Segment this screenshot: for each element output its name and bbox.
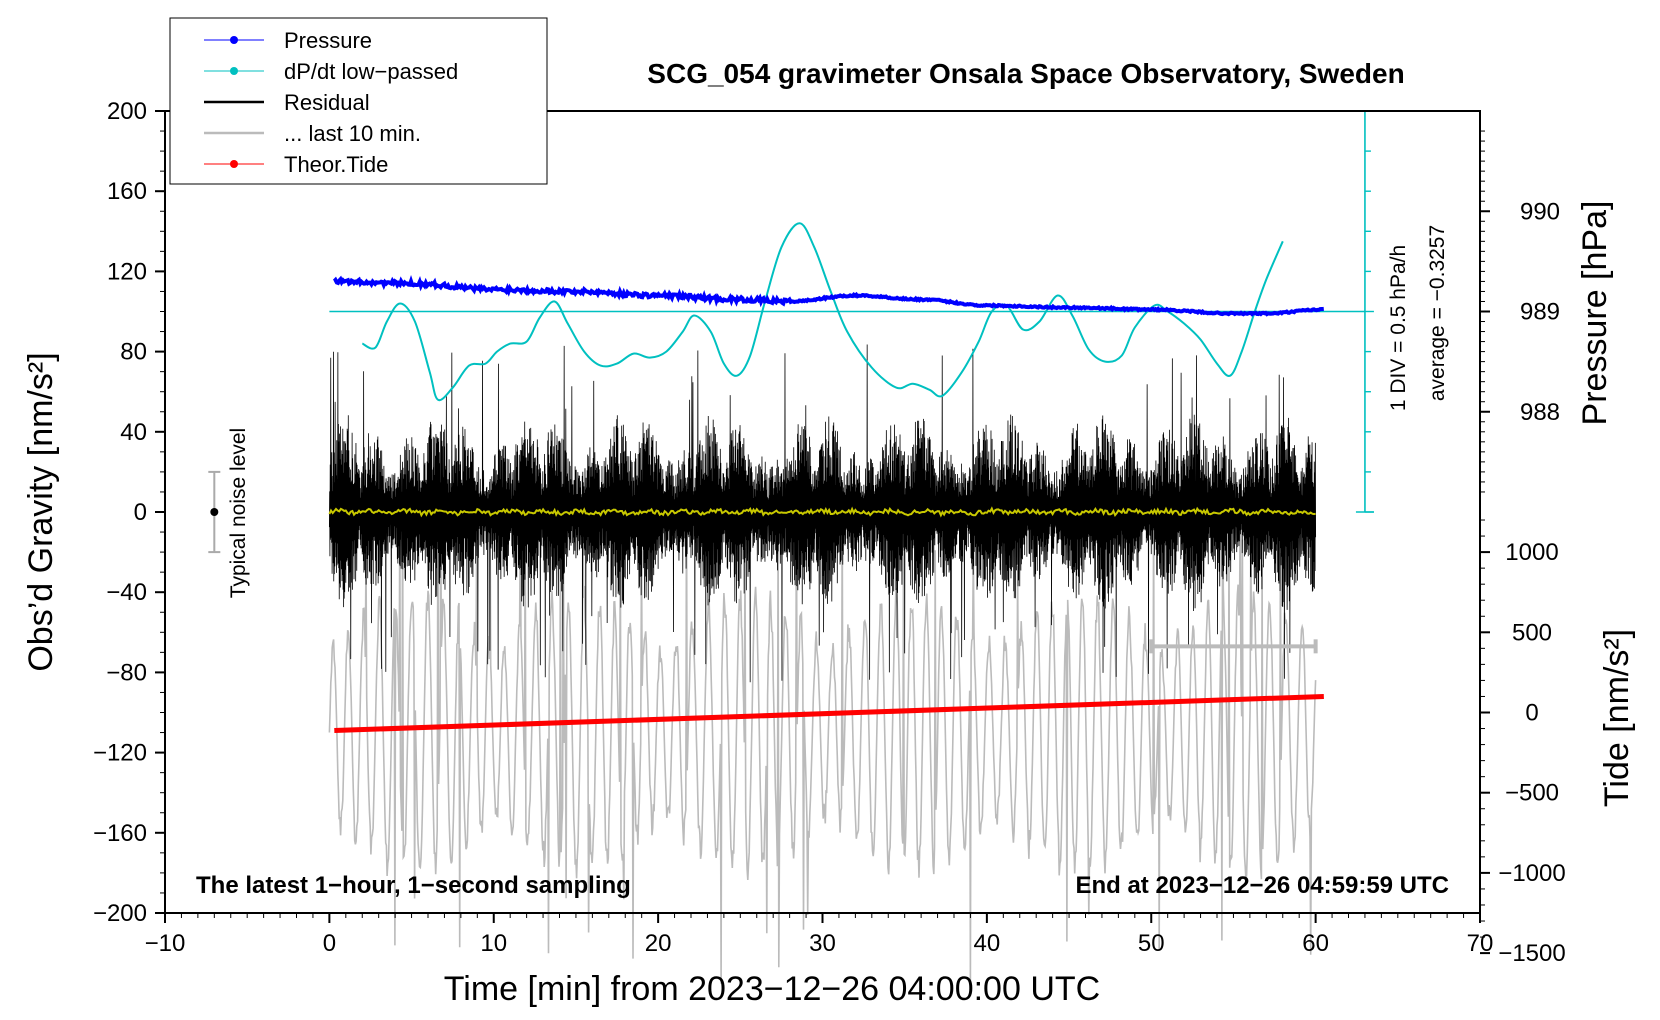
y-tick-label: 80 (120, 339, 147, 366)
x-tick-label: 50 (1138, 930, 1165, 957)
tide-tick-label: 0 (1525, 700, 1538, 727)
pressure-tick-label: 989 (1520, 299, 1560, 326)
noise-level-marker (210, 508, 219, 516)
residual-trace (328, 344, 1317, 683)
tide-tick-label: −1000 (1498, 860, 1565, 887)
legend-label-tide: Theor.Tide (284, 152, 388, 177)
legend-marker-dpdt (230, 67, 238, 75)
x-tick-label: 0 (323, 930, 336, 957)
plot-series (208, 110, 1374, 984)
legend-marker-pressure (230, 36, 238, 44)
y-tick-label: 160 (107, 178, 147, 205)
y-tick-label: 0 (134, 499, 147, 526)
pressure-tick-label: 990 (1520, 198, 1560, 225)
legend: Pressure dP/dt low−passed Residual ... l… (169, 17, 548, 185)
y-tick-label: 120 (107, 258, 147, 285)
dpdt-trace (361, 222, 1284, 402)
y-axis-title-pressure: Pressure [hPa] (1576, 201, 1614, 426)
tide-tick-label: 1000 (1505, 539, 1558, 566)
legend-label-last10: ... last 10 min. (284, 121, 421, 146)
x-tick-label: 20 (645, 930, 672, 957)
y-axis-title-tide: Tide [nm/s²] (1598, 629, 1636, 807)
pressure-tick-label: 988 (1520, 399, 1560, 426)
tide-tick-label: 500 (1512, 619, 1552, 646)
y-tick-label: −120 (93, 740, 147, 767)
legend-marker-tide (230, 160, 238, 168)
x-tick-label: −10 (145, 930, 186, 957)
y-axis-title-gravity: Obs’d Gravity [nm/s²] (22, 352, 60, 671)
residual-smoothed-trace (328, 506, 1316, 518)
legend-label-dpdt: dP/dt low−passed (284, 59, 458, 84)
y-tick-label: 40 (120, 419, 147, 446)
dpdt-scale-label: 1 DIV = 0.5 hPa/h (1387, 245, 1410, 411)
tide-tick-label: −1500 (1498, 940, 1565, 967)
x-tick-label: 60 (1302, 930, 1329, 957)
axes: −10 0 10 20 30 40 50 60 7020016012080400−40−80−1… (93, 98, 1566, 967)
dpdt-average-label: average = −0.3257 (1426, 225, 1449, 401)
y-tick-label: −160 (93, 820, 147, 847)
x-axis-title: Time [min] from 2023−12−26 04:00:00 UTC (444, 970, 1100, 1008)
x-tick-label: 40 (974, 930, 1001, 957)
annotation-sampling: The latest 1−hour, 1−second sampling (196, 872, 631, 899)
legend-label-residual: Residual (284, 90, 370, 115)
y-tick-label: −200 (93, 900, 147, 927)
y-tick-label: −80 (106, 659, 147, 686)
theor-tide-line (334, 693, 1324, 734)
x-tick-label: 10 (480, 930, 507, 957)
legend-label-pressure: Pressure (284, 28, 372, 53)
tide-tick-label: −500 (1505, 780, 1559, 807)
x-tick-label: 30 (809, 930, 836, 957)
y-tick-label: 200 (107, 98, 147, 125)
last10-trace (328, 477, 1317, 984)
pressure-trace (332, 275, 1324, 317)
noise-level-label: Typical noise level (227, 428, 250, 598)
y-tick-label: −40 (106, 579, 147, 606)
chart-title: SCG_054 gravimeter Onsala Space Observat… (647, 58, 1404, 89)
annotation-end-time: End at 2023−12−26 04:59:59 UTC (1075, 872, 1449, 899)
